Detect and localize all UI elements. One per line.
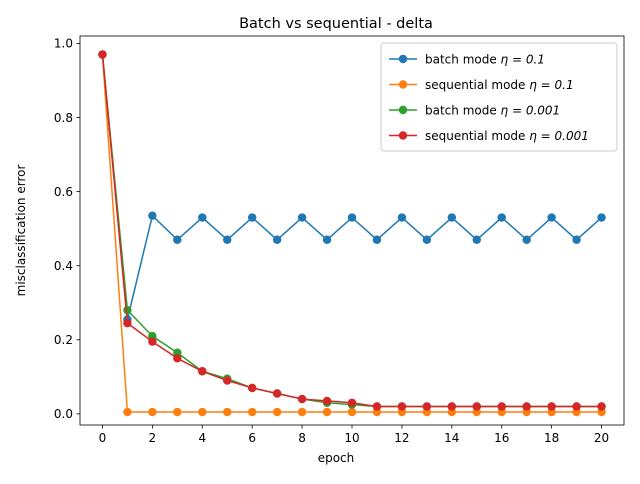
data-point	[247, 213, 257, 222]
legend-eta-value: η = 0.1	[501, 53, 545, 67]
data-point	[297, 213, 307, 222]
data-point	[497, 213, 506, 222]
data-point	[123, 407, 132, 417]
x-tick-label: 16	[494, 431, 509, 445]
data-point	[148, 337, 157, 346]
data-point	[148, 407, 157, 417]
data-point	[247, 383, 257, 393]
data-point	[322, 235, 332, 244]
data-point	[347, 407, 357, 417]
data-point	[297, 394, 307, 404]
data-point	[173, 354, 182, 363]
x-tick-label: 14	[444, 431, 459, 445]
legend-series-name: sequential mode	[425, 129, 529, 143]
data-point	[397, 402, 407, 411]
data-point	[597, 402, 606, 411]
legend-swatch-marker	[398, 54, 408, 64]
data-point	[522, 402, 531, 411]
legend-entry-label: sequential mode η = 0.1	[425, 78, 574, 92]
legend-eta-value: η = 0.001	[501, 104, 561, 118]
data-point	[372, 235, 382, 244]
chart-title: Batch vs sequential - delta	[239, 16, 433, 32]
data-point	[173, 235, 182, 244]
data-point	[148, 211, 157, 220]
data-point	[347, 398, 357, 407]
x-tick-label: 0	[99, 431, 107, 445]
data-point	[447, 402, 457, 411]
data-point	[98, 50, 107, 59]
x-tick-label: 18	[544, 431, 559, 445]
data-point	[547, 402, 556, 411]
legend-box	[380, 42, 618, 152]
data-point	[572, 235, 581, 244]
series-4	[98, 50, 606, 411]
legend-series-name: batch mode	[425, 53, 501, 67]
y-tick-label: 0.4	[54, 259, 73, 273]
data-point	[547, 213, 556, 222]
x-tick-label: 8	[298, 431, 306, 445]
y-tick-label: 0.2	[54, 333, 73, 347]
legend-entry-label: batch mode η = 0.001	[425, 104, 560, 118]
data-point	[272, 235, 282, 244]
data-point	[522, 235, 531, 244]
legend-series-name: batch mode	[425, 104, 501, 118]
data-point	[322, 396, 332, 406]
x-tick-label: 10	[344, 431, 359, 445]
x-axis-label: epoch	[318, 451, 355, 465]
y-tick-label: 0.0	[54, 407, 73, 421]
data-point	[472, 235, 481, 244]
x-tick-label: 20	[594, 431, 609, 445]
legend-entry-label: sequential mode η = 0.001	[425, 129, 589, 143]
data-point	[123, 305, 132, 315]
data-point	[272, 407, 282, 417]
legend-series-name: sequential mode	[425, 78, 529, 92]
data-point	[347, 213, 357, 222]
data-point	[372, 402, 382, 411]
series-2	[98, 50, 606, 417]
y-tick-label: 0.6	[54, 185, 73, 199]
x-tick-label: 2	[149, 431, 157, 445]
data-point	[272, 389, 282, 398]
data-point	[472, 402, 481, 411]
y-axis-label: misclassification error	[14, 165, 28, 297]
data-point	[297, 407, 307, 417]
data-point	[322, 407, 332, 417]
legend-entry-label: batch mode η = 0.1	[425, 53, 545, 67]
legend-eta-value: η = 0.1	[529, 78, 573, 92]
x-tick-label: 6	[248, 431, 256, 445]
data-point	[223, 376, 232, 385]
data-point	[597, 213, 606, 222]
data-point	[223, 407, 232, 417]
x-tick-label: 12	[394, 431, 409, 445]
data-point	[422, 402, 432, 411]
y-tick-label: 0.8	[54, 111, 73, 125]
legend-swatch-marker	[398, 131, 408, 140]
data-point	[198, 213, 207, 222]
data-point	[173, 407, 182, 417]
data-point	[422, 235, 432, 244]
data-point	[123, 318, 132, 328]
data-point	[397, 213, 407, 222]
plot-area: 0 2 4 6 8 10 12 14 16 18 20 0.0 0.2 0.4 0.6 0.8 1.0	[54, 35, 625, 445]
legend-swatch-marker	[398, 105, 408, 115]
data-point	[497, 402, 506, 411]
legend-swatch-marker	[398, 80, 408, 89]
x-tick-label: 4	[198, 431, 206, 445]
data-point	[447, 213, 457, 222]
data-point	[198, 367, 207, 376]
legend-eta-value: η = 0.001	[529, 129, 589, 143]
data-point	[572, 402, 581, 411]
data-point	[247, 407, 257, 417]
y-tick-label: 1.0	[54, 37, 73, 51]
data-point	[198, 407, 207, 417]
data-point	[223, 235, 232, 244]
